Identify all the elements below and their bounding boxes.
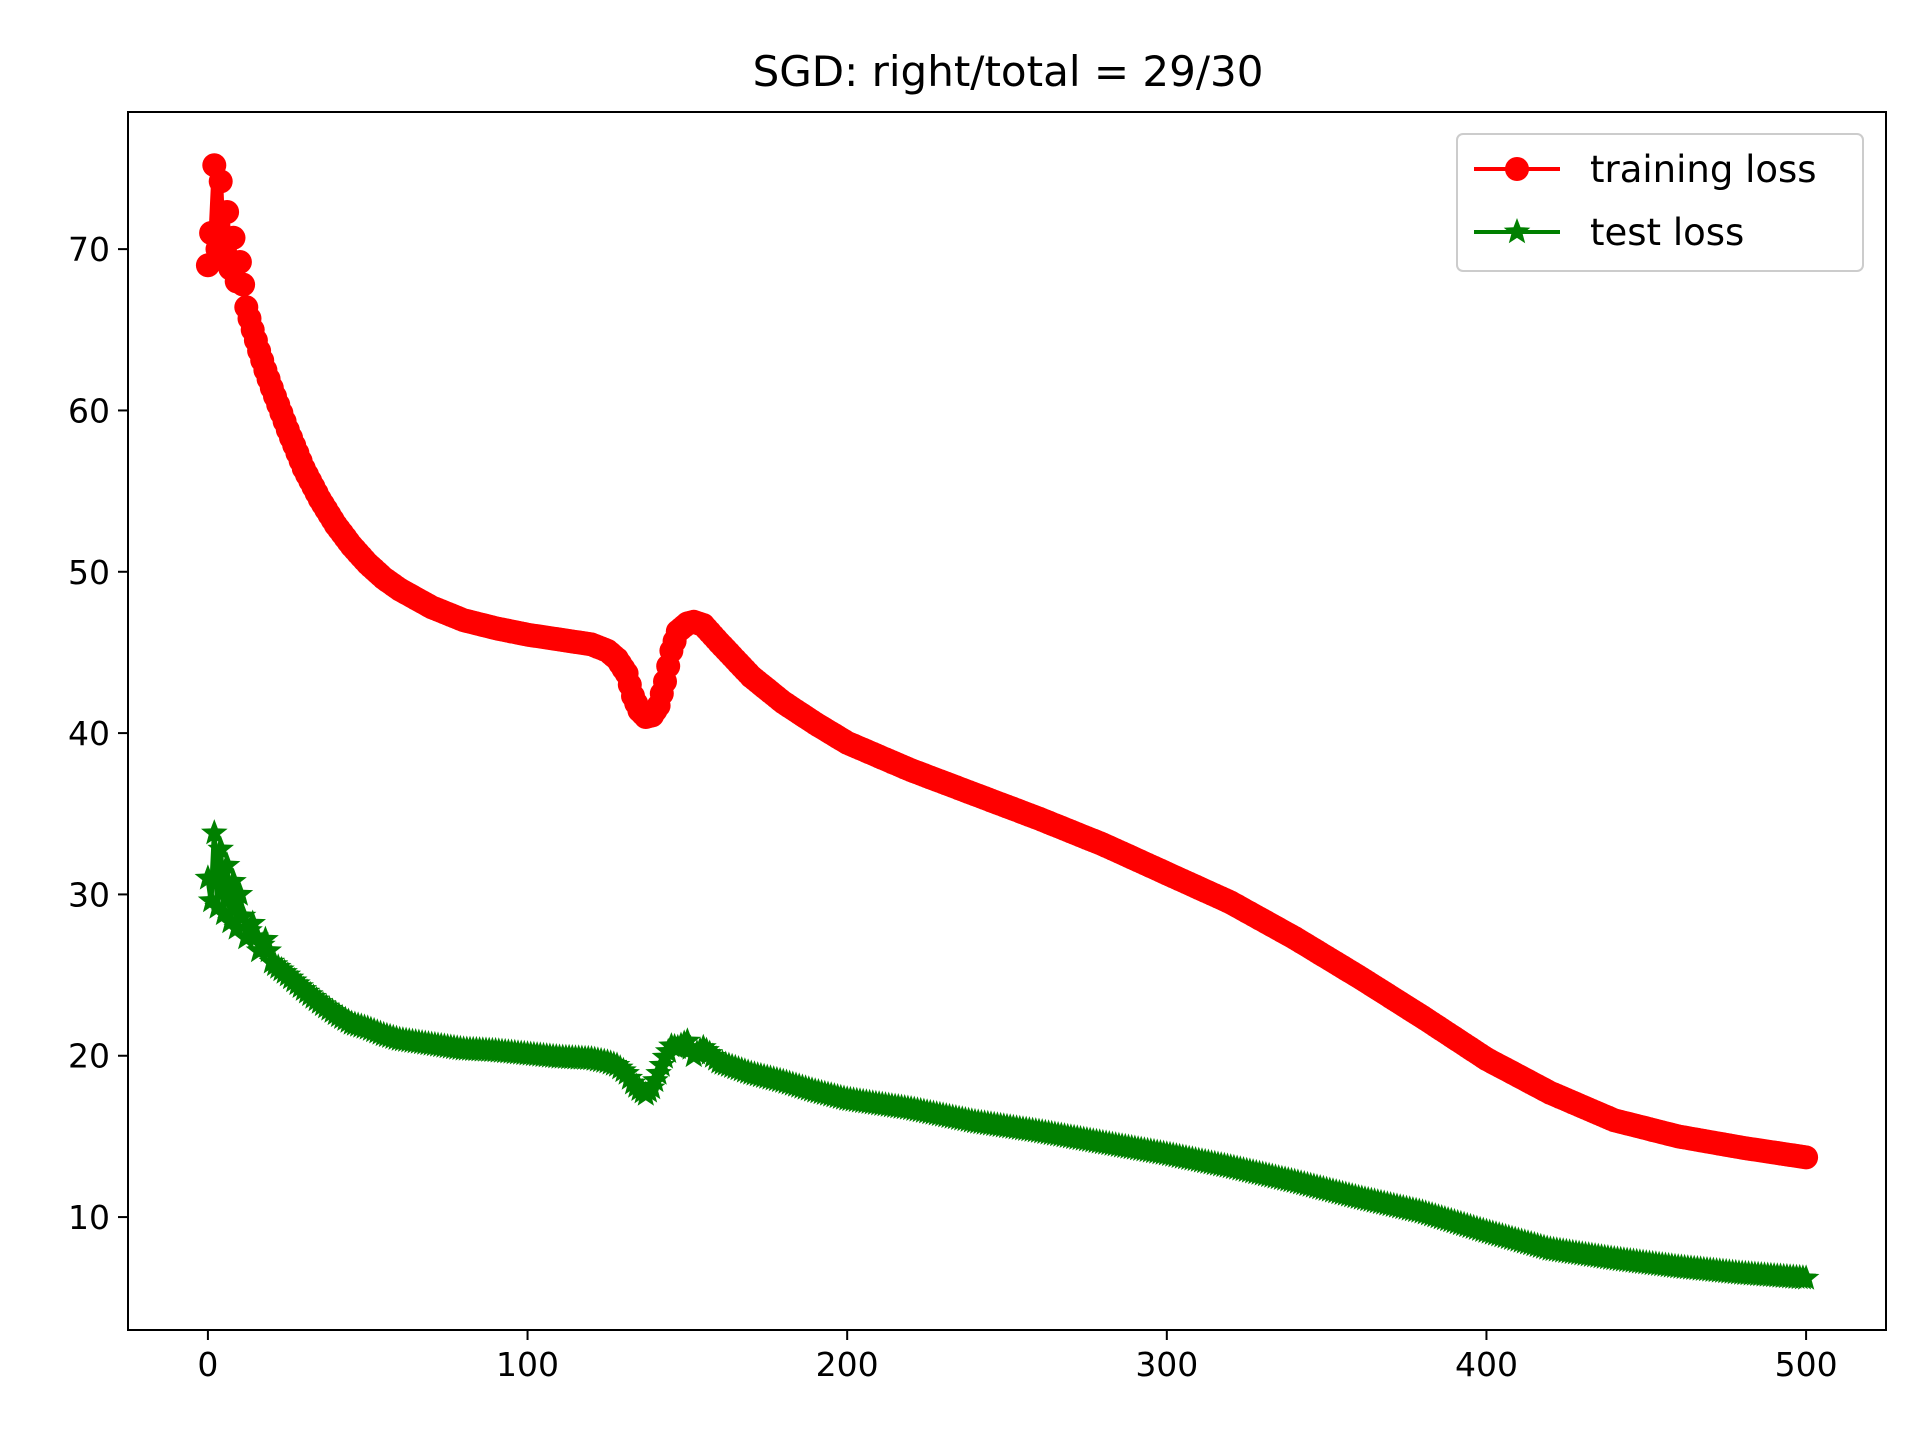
data-point [217,907,244,934]
data-point [208,169,233,194]
legend-label-training: training loss [1590,148,1817,191]
data-point [231,272,256,297]
series-training-loss [195,153,1819,1170]
chart-title: SGD: right/total = 29/30 [753,47,1264,96]
data-point [229,902,257,928]
x-tick-label: 200 [816,1345,879,1384]
data-point [674,1027,701,1053]
y-tick-label: 60 [68,391,110,430]
y-tick-label: 40 [68,714,110,753]
y-tick-label: 20 [68,1037,110,1076]
legend-marker-training [1505,157,1529,181]
data-point [213,851,241,877]
series-test-loss [194,819,1820,1290]
x-tick-label: 0 [197,1345,218,1384]
data-point [204,893,231,919]
data-point [1794,1145,1819,1170]
series-markers [195,153,1819,1170]
x-tick-label: 100 [496,1345,559,1384]
data-point [226,880,254,906]
plot-frame [127,111,1887,1331]
legend: training loss test loss [1456,133,1864,272]
data-point [220,867,247,893]
data-point [201,819,228,845]
data-point [616,1064,644,1090]
x-tick-label: 500 [1775,1345,1838,1384]
legend-label-test: test loss [1590,211,1744,254]
data-point [215,200,240,224]
data-point [197,886,225,913]
data-point [252,925,279,951]
y-tick-label: 30 [68,875,110,914]
x-tick-label: 400 [1455,1345,1518,1384]
data-point [210,899,238,926]
y-tick-label: 70 [68,230,110,269]
series-markers [194,819,1820,1290]
data-point [227,250,252,274]
x-tick-label: 300 [1135,1345,1198,1384]
data-point [255,936,282,963]
plot-layer [194,153,1820,1290]
legend-marker-test [1503,218,1531,244]
data-point [1792,1264,1820,1290]
data-point [223,914,250,940]
y-tick-label: 10 [68,1198,110,1237]
data-point [613,1059,640,1085]
data-point [207,835,234,861]
axes-layer: 0 100 200 300 400 500 10 20 30 40 50 60 70 [68,230,1838,1384]
data-point [221,225,246,250]
y-tick-label: 50 [68,553,110,592]
data-point [239,909,266,935]
data-point [194,864,222,890]
